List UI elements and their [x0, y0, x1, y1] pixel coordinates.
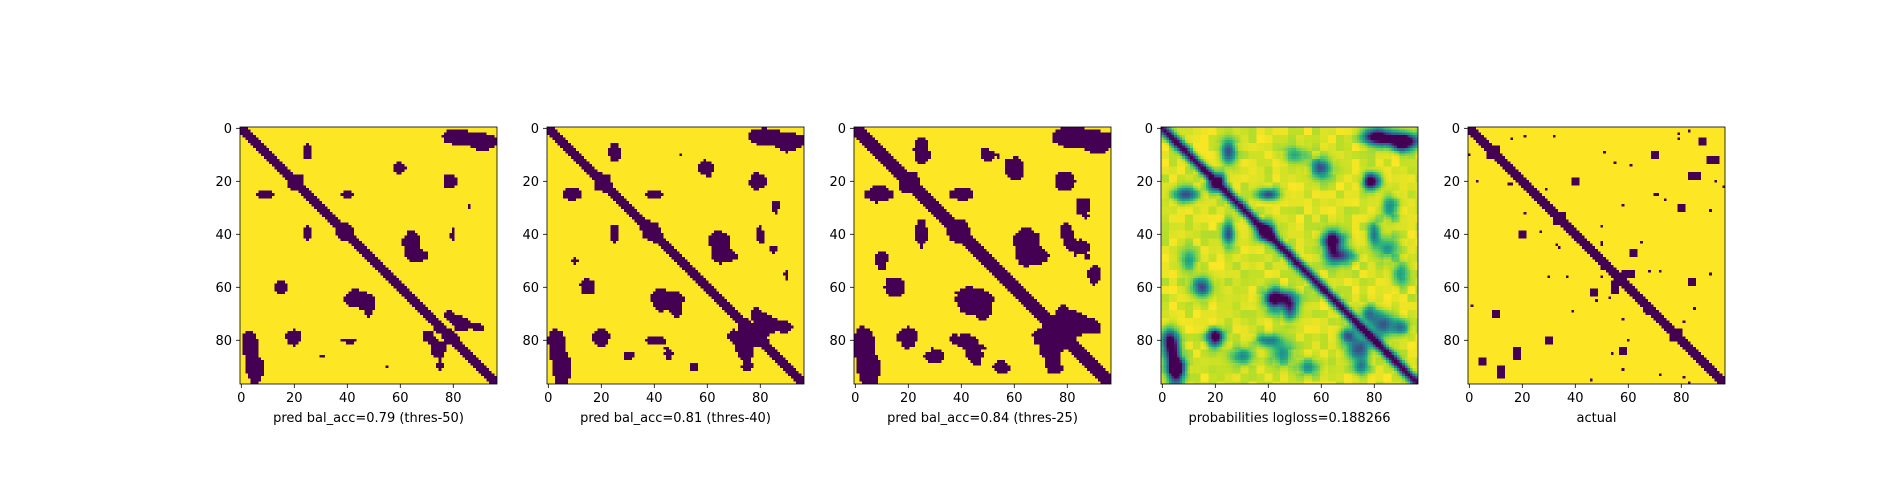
y-tick-label: 0 [1452, 122, 1460, 137]
x-tick-label: 40 [953, 391, 970, 406]
y-tick-label: 80 [522, 334, 539, 349]
heatmap-panel-5: 0 20 40 60 80 0 20 40 60 80 actual [1443, 122, 1726, 426]
heatmap-image [1161, 127, 1418, 384]
heatmap-image [1468, 127, 1725, 384]
heatmap-panel-2: 0 20 40 60 80 0 20 40 60 80 pred bal_acc=0.81 (thr… [522, 122, 805, 426]
x-tick-label: 20 [1207, 391, 1224, 406]
x-tick-label: 40 [1567, 391, 1584, 406]
y-tick-label: 80 [829, 334, 846, 349]
x-tick-label: 20 [286, 391, 303, 406]
y-tick-label: 20 [829, 175, 846, 190]
axes-frame [239, 126, 498, 385]
x-tick-label: 40 [339, 391, 356, 406]
x-tick-label: 80 [752, 391, 769, 406]
x-tick-label: 0 [1465, 391, 1473, 406]
y-tick-label: 20 [1443, 175, 1460, 190]
x-tick-label: 80 [1059, 391, 1076, 406]
y-tick-label: 80 [1443, 334, 1460, 349]
heatmap-image [240, 127, 497, 384]
y-tick-label: 0 [1145, 122, 1153, 137]
y-tick-label: 60 [1443, 281, 1460, 296]
y-tick-label: 60 [215, 281, 232, 296]
heatmap-image [854, 127, 1111, 384]
x-tick-label: 20 [593, 391, 610, 406]
x-tick-label: 60 [699, 391, 716, 406]
heatmap-panel-3: 0 20 40 60 80 0 20 40 60 80 pred bal_acc=0.84 (thr… [829, 122, 1112, 426]
x-tick-label: 40 [646, 391, 663, 406]
y-tick-label: 80 [1136, 334, 1153, 349]
x-tick-label: 80 [1673, 391, 1690, 406]
y-tick-label: 40 [1136, 228, 1153, 243]
y-tick-label: 40 [522, 228, 539, 243]
heatmap-panel-4: 0 20 40 60 80 0 20 40 60 80 probabilities logloss=… [1136, 122, 1419, 426]
x-tick-label: 60 [1313, 391, 1330, 406]
y-tick-label: 0 [224, 122, 232, 137]
x-tick-label: 40 [1260, 391, 1277, 406]
y-tick-label: 60 [829, 281, 846, 296]
x-tick-label: 0 [237, 391, 245, 406]
x-tick-label: 60 [392, 391, 409, 406]
axes-frame [546, 126, 805, 385]
x-tick-label: 0 [1158, 391, 1166, 406]
y-tick-label: 0 [531, 122, 539, 137]
axes-frame [1160, 126, 1419, 385]
axes-frame [1467, 126, 1726, 385]
x-axis-label: probabilities logloss=0.188266 [1188, 411, 1390, 426]
y-tick-label: 80 [215, 334, 232, 349]
x-tick-label: 80 [445, 391, 462, 406]
y-tick-label: 20 [1136, 175, 1153, 190]
x-tick-label: 80 [1366, 391, 1383, 406]
x-tick-label: 60 [1620, 391, 1637, 406]
x-axis-label: pred bal_acc=0.81 (thres-40) [580, 411, 771, 426]
x-tick-label: 0 [544, 391, 552, 406]
y-tick-label: 0 [838, 122, 846, 137]
y-tick-label: 20 [522, 175, 539, 190]
x-tick-label: 0 [851, 391, 859, 406]
x-tick-label: 20 [1514, 391, 1531, 406]
x-tick-label: 60 [1006, 391, 1023, 406]
y-tick-label: 60 [522, 281, 539, 296]
y-tick-label: 40 [829, 228, 846, 243]
x-tick-label: 20 [900, 391, 917, 406]
heatmap-image [547, 127, 804, 384]
heatmap-panel-1: 0 20 40 60 80 0 20 40 60 80 pred bal_acc=0.79 (thr… [215, 122, 498, 426]
y-tick-label: 40 [215, 228, 232, 243]
y-tick-label: 40 [1443, 228, 1460, 243]
axes-frame [853, 126, 1112, 385]
y-tick-label: 60 [1136, 281, 1153, 296]
x-axis-label: actual [1576, 411, 1616, 426]
x-axis-label: pred bal_acc=0.79 (thres-50) [273, 411, 464, 426]
x-axis-label: pred bal_acc=0.84 (thres-25) [887, 411, 1078, 426]
y-tick-label: 20 [215, 175, 232, 190]
